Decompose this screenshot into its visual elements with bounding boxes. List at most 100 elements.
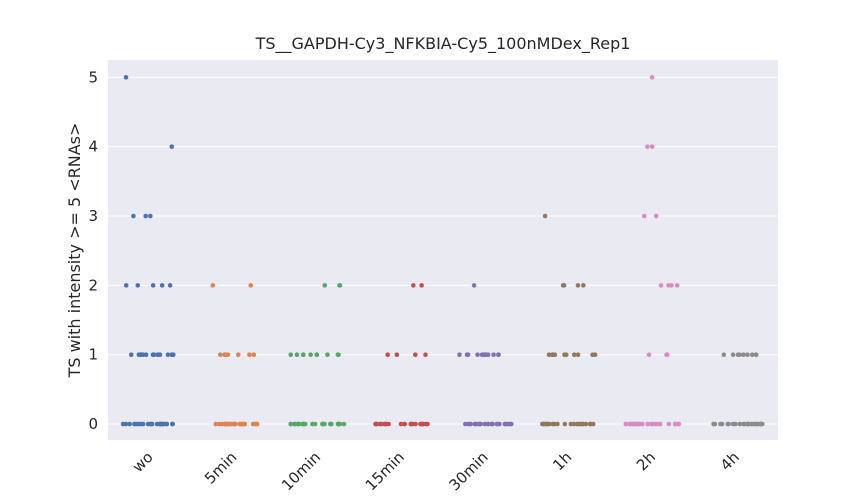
point: [561, 283, 567, 288]
point: [482, 421, 488, 427]
point: [464, 352, 470, 358]
point: [288, 421, 293, 427]
point: [164, 421, 169, 427]
point: [475, 352, 480, 358]
point: [128, 352, 134, 358]
x-tick-label: 15min: [362, 448, 408, 494]
point: [167, 283, 173, 288]
point: [148, 421, 153, 427]
point: [337, 283, 343, 288]
point: [628, 421, 633, 427]
point: [457, 352, 462, 358]
point: [575, 283, 581, 288]
y-tick-label: 1: [88, 346, 98, 364]
point: [217, 421, 222, 427]
point: [136, 352, 142, 358]
point: [336, 421, 342, 427]
point: [217, 352, 223, 358]
point: [653, 213, 659, 219]
point: [482, 352, 488, 358]
point: [649, 144, 655, 149]
point: [169, 144, 175, 149]
point: [756, 421, 761, 427]
point: [725, 421, 730, 427]
point: [150, 283, 156, 288]
point: [165, 352, 171, 358]
point: [740, 421, 746, 427]
point: [148, 213, 153, 219]
point: [170, 421, 175, 427]
point: [171, 352, 176, 358]
point: [463, 421, 468, 427]
point: [295, 421, 301, 427]
point: [419, 283, 424, 288]
point: [645, 421, 651, 427]
point: [485, 421, 491, 427]
point: [341, 421, 347, 427]
point: [155, 352, 160, 358]
point: [247, 352, 252, 358]
point: [225, 421, 231, 427]
point: [157, 421, 163, 427]
point: [133, 421, 139, 427]
point: [398, 421, 404, 427]
point: [222, 352, 227, 358]
point: [664, 352, 669, 358]
point: [471, 283, 477, 288]
point: [542, 213, 548, 219]
x-tick-label: 2h: [633, 448, 659, 474]
x-tick-label: 5min: [201, 448, 240, 487]
point: [394, 352, 400, 358]
point: [658, 283, 664, 288]
point: [653, 421, 658, 427]
point: [506, 421, 512, 427]
point: [325, 352, 330, 358]
point: [749, 352, 755, 358]
point: [312, 421, 318, 427]
point: [578, 421, 583, 427]
chart-title: TS__GAPDH-Cy3_NFKBIA-Cy5_100nMDex_Rep1: [255, 34, 631, 54]
point: [336, 352, 341, 358]
point: [646, 352, 652, 358]
point: [635, 421, 641, 427]
point: [749, 421, 755, 427]
point: [423, 352, 428, 358]
point: [649, 75, 655, 80]
point: [719, 421, 725, 427]
point: [127, 421, 132, 427]
point: [123, 75, 129, 80]
point: [632, 421, 638, 427]
point: [288, 352, 294, 358]
point: [490, 421, 495, 427]
point: [544, 421, 549, 427]
point: [374, 421, 379, 427]
point: [753, 352, 759, 358]
point: [402, 421, 407, 427]
point: [292, 421, 297, 427]
point: [300, 421, 306, 427]
point: [308, 352, 313, 358]
point: [640, 421, 645, 427]
point: [623, 421, 629, 427]
point: [676, 421, 682, 427]
point: [383, 421, 388, 427]
y-tick-label: 0: [88, 415, 98, 433]
point: [250, 421, 256, 427]
point: [425, 421, 430, 427]
point: [213, 421, 218, 427]
point: [645, 144, 650, 149]
point: [143, 352, 149, 358]
point: [497, 421, 502, 427]
point: [641, 213, 647, 219]
point: [592, 352, 598, 358]
point: [231, 421, 237, 427]
point: [314, 352, 320, 358]
y-tick-label: 2: [88, 276, 98, 294]
point: [135, 283, 141, 288]
point: [385, 352, 390, 358]
point: [300, 352, 306, 358]
point: [590, 421, 596, 427]
point: [562, 421, 568, 427]
point: [210, 283, 216, 288]
y-axis-label: TS with intensity >= 5 <RNAs>: [65, 123, 84, 379]
